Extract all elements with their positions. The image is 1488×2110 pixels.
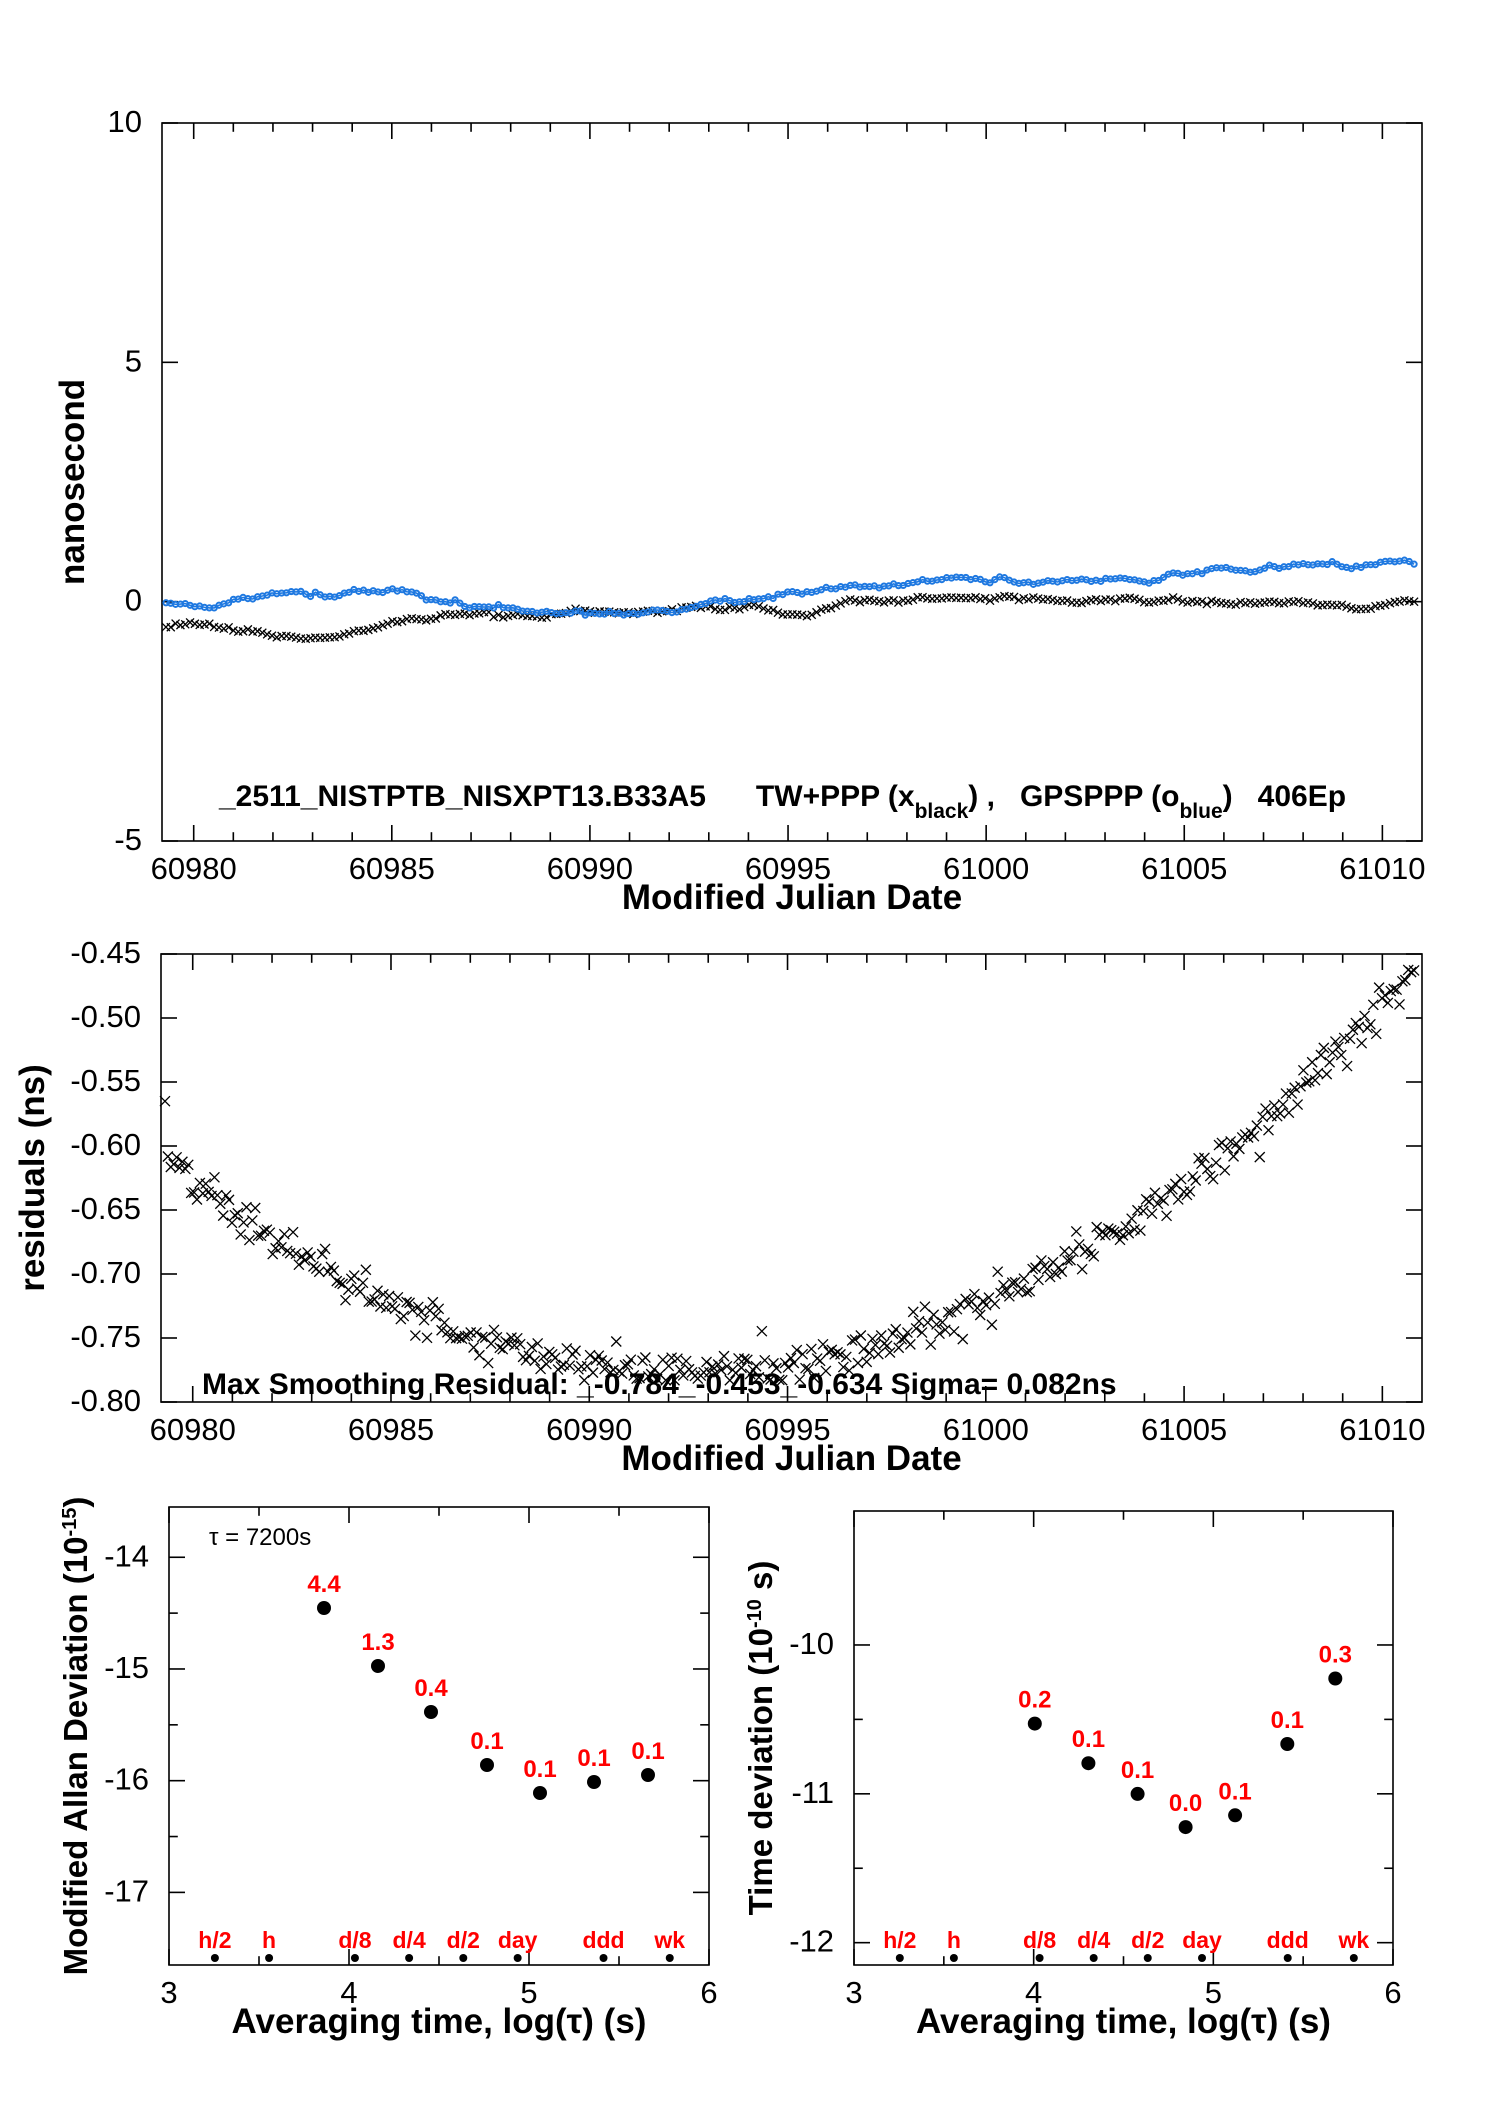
svg-text:0.1: 0.1 <box>1271 1707 1304 1734</box>
svg-text:Modified Julian Date: Modified Julian Date <box>622 878 962 917</box>
svg-text:60980: 60980 <box>151 851 237 886</box>
svg-text:3: 3 <box>160 1975 177 2010</box>
svg-text:-0.65: -0.65 <box>70 1191 141 1226</box>
svg-text:-0.55: -0.55 <box>70 1063 141 1098</box>
svg-text:0.1: 0.1 <box>577 1745 610 1772</box>
svg-text:wk: wk <box>1337 1927 1369 1953</box>
svg-text:60990: 60990 <box>547 851 633 886</box>
svg-text:6: 6 <box>1384 1975 1401 2010</box>
svg-text:3: 3 <box>845 1975 862 2010</box>
svg-text:Max Smoothing Residual: _-0.7: Max Smoothing Residual: _-0.784_-0.453_-… <box>202 1368 1117 1401</box>
svg-text:0.1: 0.1 <box>523 1756 556 1783</box>
svg-text:τ = 7200s: τ = 7200s <box>209 1524 311 1551</box>
svg-text:ddd: ddd <box>1267 1927 1309 1953</box>
svg-text:ddd: ddd <box>582 1927 624 1953</box>
svg-text:nanosecond: nanosecond <box>53 379 92 585</box>
svg-text:day: day <box>498 1927 538 1953</box>
svg-text:d/8: d/8 <box>1023 1927 1056 1953</box>
svg-text:60985: 60985 <box>349 851 435 886</box>
svg-text:-0.75: -0.75 <box>70 1319 141 1354</box>
svg-text:residuals (ns): residuals (ns) <box>13 1064 52 1292</box>
svg-text:-5: -5 <box>114 822 142 857</box>
svg-text:h/2: h/2 <box>198 1927 231 1953</box>
svg-text:d/2: d/2 <box>1131 1927 1164 1953</box>
svg-text:wk: wk <box>653 1927 685 1953</box>
svg-text:d/8: d/8 <box>338 1927 371 1953</box>
svg-text:-0.60: -0.60 <box>70 1127 141 1162</box>
svg-text:-14: -14 <box>104 1538 149 1573</box>
svg-text:0.1: 0.1 <box>470 1728 503 1755</box>
svg-text:-0.80: -0.80 <box>70 1383 141 1418</box>
svg-text:-0.70: -0.70 <box>70 1255 141 1290</box>
svg-text:Modified Julian Date: Modified Julian Date <box>621 1439 961 1478</box>
svg-text:d/2: d/2 <box>447 1927 480 1953</box>
svg-text:-0.45: -0.45 <box>70 935 141 970</box>
svg-text:Averaging time, log(τ) (s): Averaging time, log(τ) (s) <box>232 2002 647 2041</box>
svg-text:0.2: 0.2 <box>1018 1687 1051 1714</box>
svg-text:1.3: 1.3 <box>361 1629 394 1656</box>
svg-text:4.4: 4.4 <box>307 1571 341 1598</box>
svg-text:0.1: 0.1 <box>1121 1757 1154 1784</box>
svg-text:5: 5 <box>125 343 142 378</box>
svg-text:-17: -17 <box>104 1873 149 1908</box>
svg-text:10: 10 <box>108 104 142 139</box>
svg-text:Modified Allan Deviation (10-1: Modified Allan Deviation (10-15) <box>57 1497 94 1976</box>
svg-text:0: 0 <box>125 583 142 618</box>
svg-text:61010: 61010 <box>1339 851 1425 886</box>
svg-text:0.1: 0.1 <box>1072 1726 1105 1753</box>
svg-text:-0.50: -0.50 <box>70 999 141 1034</box>
svg-text:h: h <box>262 1927 276 1953</box>
svg-text:0.0: 0.0 <box>1169 1790 1202 1817</box>
svg-text:0.4: 0.4 <box>414 1675 448 1702</box>
svg-text:0.1: 0.1 <box>631 1738 664 1765</box>
svg-text:61005: 61005 <box>1141 1412 1227 1447</box>
svg-text:0.1: 0.1 <box>1218 1778 1251 1805</box>
svg-text:h/2: h/2 <box>883 1927 916 1953</box>
svg-text:-12: -12 <box>789 1924 834 1959</box>
svg-text:61010: 61010 <box>1339 1412 1425 1447</box>
svg-text:Averaging time, log(τ) (s): Averaging time, log(τ) (s) <box>916 2002 1331 2041</box>
svg-text:0.3: 0.3 <box>1319 1642 1352 1669</box>
svg-text:60980: 60980 <box>150 1412 236 1447</box>
svg-text:60985: 60985 <box>348 1412 434 1447</box>
svg-text:-16: -16 <box>104 1762 149 1797</box>
svg-text:-10: -10 <box>789 1626 834 1661</box>
svg-text:6: 6 <box>700 1975 717 2010</box>
svg-text:day: day <box>1182 1927 1222 1953</box>
svg-text:d/4: d/4 <box>393 1927 426 1953</box>
svg-text:60990: 60990 <box>546 1412 632 1447</box>
svg-text:h: h <box>947 1927 961 1953</box>
svg-text:-15: -15 <box>104 1650 149 1685</box>
svg-text:-11: -11 <box>791 1775 834 1810</box>
svg-text:d/4: d/4 <box>1077 1927 1110 1953</box>
svg-text:61005: 61005 <box>1141 851 1227 886</box>
